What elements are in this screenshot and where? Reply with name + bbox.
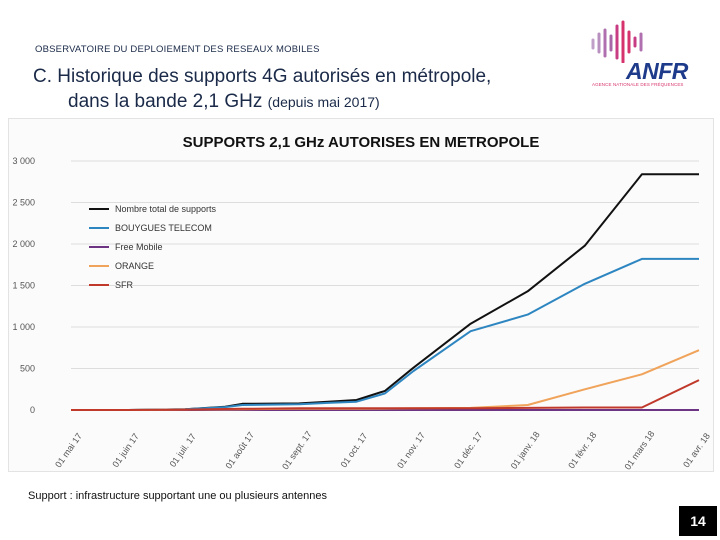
signal-waves-icon [591, 20, 643, 64]
page-number: 14 [679, 506, 717, 536]
legend-label: BOUYGUES TELECOM [115, 223, 212, 233]
header-kicker: OBSERVATOIRE DU DEPLOIEMENT DES RESEAUX … [35, 44, 320, 55]
line-chart: SUPPORTS 2,1 GHz AUTORISES EN METROPOLE … [12, 134, 712, 472]
y-tick-label: 3 000 [12, 156, 35, 166]
y-tick-label: 2 000 [12, 239, 35, 249]
chart-frame: SUPPORTS 2,1 GHz AUTORISES EN METROPOLE … [8, 118, 714, 472]
legend-label: SFR [115, 280, 134, 290]
x-tick-label: 01 juil. 17 [168, 432, 198, 469]
page-title-line1: C. Historique des supports 4G autorisés … [33, 66, 492, 87]
page-title-subtitle: (depuis mai 2017) [267, 94, 380, 110]
y-axis-ticks: 0 500 1 000 1 500 2 000 2 500 3 000 [12, 156, 35, 415]
series-line [71, 349, 700, 411]
y-tick-label: 1 500 [12, 281, 35, 291]
page-title-line2: dans la bande 2,1 GHz (depuis mai 2017) [68, 91, 380, 113]
y-tick-label: 0 [30, 405, 35, 415]
y-tick-label: 1 000 [12, 322, 35, 332]
y-tick-label: 2 500 [12, 198, 35, 208]
x-tick-label: 01 janv. 18 [509, 430, 542, 471]
x-tick-label: 01 déc. 17 [452, 430, 484, 470]
grid-layer [71, 160, 699, 411]
footnote: Support : infrastructure supportant une … [28, 490, 328, 502]
x-tick-label: 01 avr. 18 [681, 431, 712, 469]
series-line [71, 257, 699, 411]
y-tick-label: 500 [20, 364, 35, 374]
chart-title: SUPPORTS 2,1 GHz AUTORISES EN METROPOLE [183, 134, 540, 151]
series-line [71, 379, 700, 411]
x-tick-label: 01 oct. 17 [339, 431, 370, 469]
x-tick-label: 01 sept. 17 [280, 429, 314, 471]
logo-subtitle: AGENCE NATIONALE DES FRÉQUENCES [592, 82, 684, 87]
x-tick-label: 01 août 17 [224, 430, 257, 471]
x-tick-label: 01 mai 17 [53, 431, 84, 469]
page-title-line2-main: dans la bande 2,1 GHz [68, 91, 263, 112]
x-tick-label: 01 nov. 17 [395, 430, 427, 470]
x-tick-label: 01 juin 17 [110, 431, 141, 469]
legend: Nombre total de supports BOUYGUES TELECOM… [89, 204, 217, 290]
legend-label: Nombre total de supports [115, 204, 217, 214]
series-layer [71, 173, 700, 411]
anfr-logo [585, 18, 695, 93]
x-axis-ticks: 01 mai 17 01 juin 17 01 juil. 17 01 août 17… [53, 429, 712, 472]
logo-name: ANFR [626, 58, 688, 84]
legend-label: Free Mobile [115, 242, 163, 252]
x-tick-label: 01 févr. 18 [566, 430, 598, 470]
x-tick-label: 01 mars 18 [622, 429, 656, 471]
legend-label: ORANGE [115, 261, 154, 271]
